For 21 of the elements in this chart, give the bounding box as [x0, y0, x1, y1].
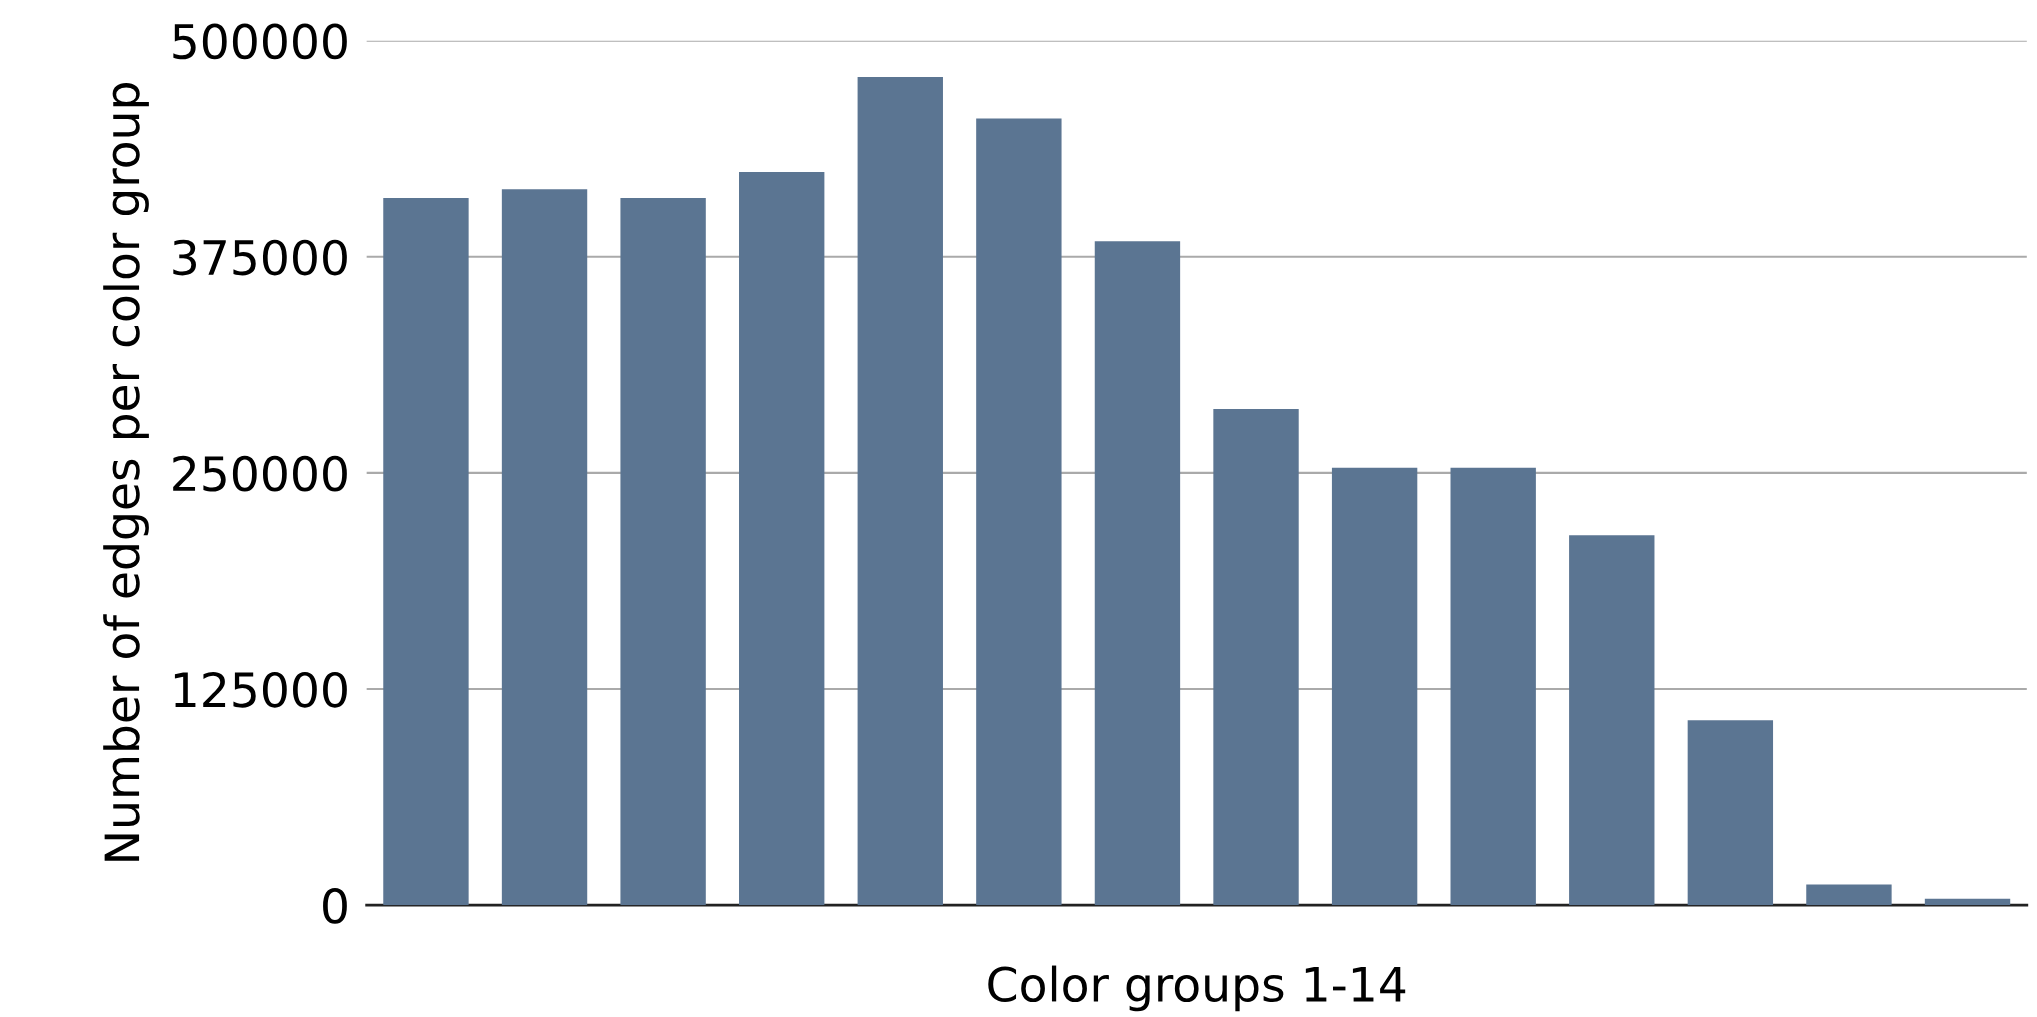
- bar: [1213, 408, 1299, 906]
- bar: [1094, 241, 1181, 906]
- bar: [383, 198, 469, 906]
- y-axis-title: Number of edges per color group: [103, 83, 149, 861]
- bar: [976, 118, 1062, 906]
- bar: [1924, 898, 2011, 906]
- bar: [739, 172, 825, 906]
- y-tick-label: 500000: [173, 23, 347, 60]
- y-tick-label: 250000: [173, 455, 347, 492]
- bar: [1687, 720, 1774, 906]
- y-tick-label: 0: [323, 888, 347, 924]
- bar: [501, 189, 588, 906]
- bar: [1569, 535, 1655, 906]
- x-axis-title: Color groups 1-14: [988, 965, 1406, 1012]
- bar: [1331, 467, 1418, 906]
- bar: [1450, 467, 1536, 906]
- bar: [620, 198, 706, 906]
- y-tick-label: 125000: [174, 671, 347, 708]
- bar: [1806, 884, 1892, 906]
- y-tick-label: 375000: [173, 239, 347, 276]
- bar: [857, 76, 943, 906]
